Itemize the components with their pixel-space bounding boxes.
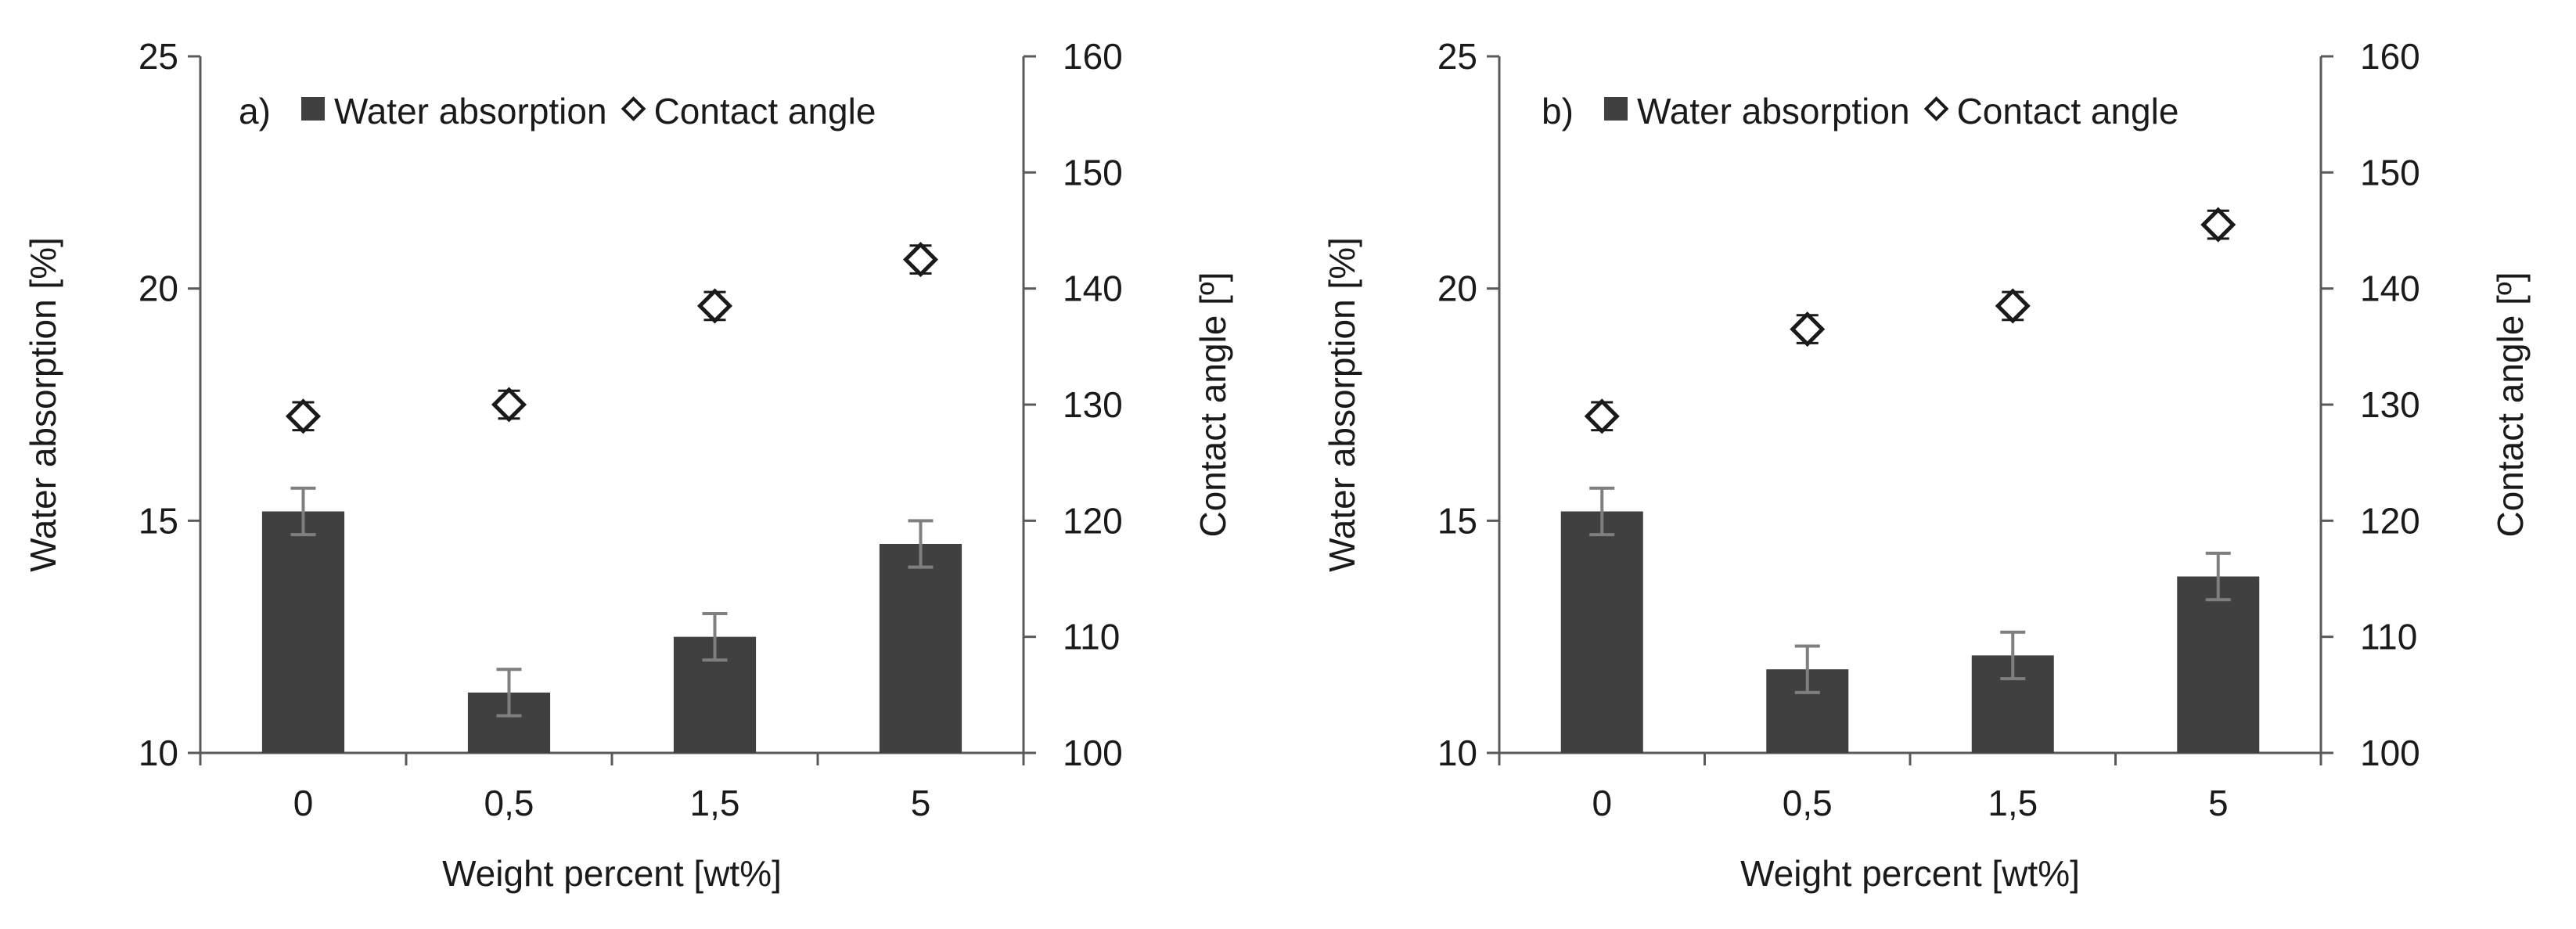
legend-label-contact-angle: Contact angle <box>1957 91 2179 131</box>
y-tick-label-right: 150 <box>1063 152 1123 193</box>
x-tick-label: 0 <box>293 783 314 823</box>
y-tick-label-left: 10 <box>1437 733 1477 773</box>
y-tick-label-left: 15 <box>1437 500 1477 541</box>
x-tick-label: 5 <box>2208 783 2229 823</box>
y-tick-label-right: 130 <box>1063 384 1123 425</box>
panel-b: 10 15 20 25 100 110 120 130 140 150 160 0 0,5 1,5 5 Wei… <box>1322 36 2531 894</box>
y-tick-label-right: 100 <box>1063 733 1123 773</box>
x-tick-label: 0,5 <box>1783 783 1833 823</box>
y-axis-title-right: Contact angle [º] <box>1193 272 1233 537</box>
y-tick-label-right: 160 <box>1063 36 1123 77</box>
panel-a: 10 15 20 25 100 110 120 130 140 150 160 0 0,5 1,5 5 Wei… <box>23 36 1233 894</box>
legend-swatch-contact-angle <box>621 96 646 121</box>
x-tick-label: 1,5 <box>690 783 740 823</box>
y-tick-label-left: 25 <box>139 36 178 77</box>
y-tick-label-right: 130 <box>2360 384 2420 425</box>
y-tick-label-right: 120 <box>1063 500 1123 541</box>
x-tick-label: 1,5 <box>1988 783 2038 823</box>
panel-label: a) <box>239 91 271 131</box>
y-tick-label-right: 150 <box>2360 152 2420 193</box>
bar-water-absorption <box>879 544 962 753</box>
marker-contact-angle <box>1584 398 1620 434</box>
marker-contact-angle <box>902 242 939 278</box>
x-tick-label: 0,5 <box>484 783 534 823</box>
legend-label-water-absorption: Water absorption <box>334 91 607 131</box>
y-tick-label-right: 140 <box>2360 268 2420 309</box>
x-axis-title: Weight percent [wt%] <box>1740 853 2080 894</box>
y-tick-label-left: 10 <box>139 733 178 773</box>
y-axis-title-left: Water absorption [%] <box>1322 237 1362 572</box>
y-tick-label-right: 110 <box>1063 617 1120 657</box>
x-axis-title: Weight percent [wt%] <box>442 853 782 894</box>
marker-contact-angle <box>1995 288 2031 324</box>
y-tick-label-right: 140 <box>1063 268 1123 309</box>
marker-contact-angle <box>491 387 527 423</box>
marker-contact-angle <box>1790 311 1826 347</box>
y-tick-label-right: 120 <box>2360 500 2420 541</box>
y-tick-label-right: 100 <box>2360 733 2420 773</box>
marker-contact-angle <box>285 398 322 434</box>
y-tick-label-left: 15 <box>139 500 178 541</box>
legend-label-water-absorption: Water absorption <box>1637 91 1910 131</box>
y-tick-label-left: 20 <box>139 268 178 309</box>
legend-swatch-contact-angle <box>1923 96 1949 121</box>
marker-contact-angle <box>696 288 733 324</box>
y-tick-label-left: 25 <box>1437 36 1477 77</box>
y-axis-title-right: Contact angle [º] <box>2490 272 2531 537</box>
bar-water-absorption <box>1560 511 1643 753</box>
marker-contact-angle <box>2200 207 2236 243</box>
legend-swatch-water-absorption <box>301 97 325 121</box>
y-tick-label-right: 160 <box>2360 36 2420 77</box>
y-tick-label-left: 20 <box>1437 268 1477 309</box>
bar-water-absorption <box>2177 576 2260 753</box>
bar-water-absorption <box>261 511 345 753</box>
x-tick-label: 0 <box>1592 783 1612 823</box>
x-tick-label: 5 <box>911 783 931 823</box>
legend-swatch-water-absorption <box>1604 97 1628 121</box>
y-axis-title-left: Water absorption [%] <box>23 237 63 572</box>
legend-label-contact-angle: Contact angle <box>654 91 876 131</box>
y-tick-label-right: 110 <box>2360 617 2417 657</box>
panel-label: b) <box>1542 91 1574 131</box>
